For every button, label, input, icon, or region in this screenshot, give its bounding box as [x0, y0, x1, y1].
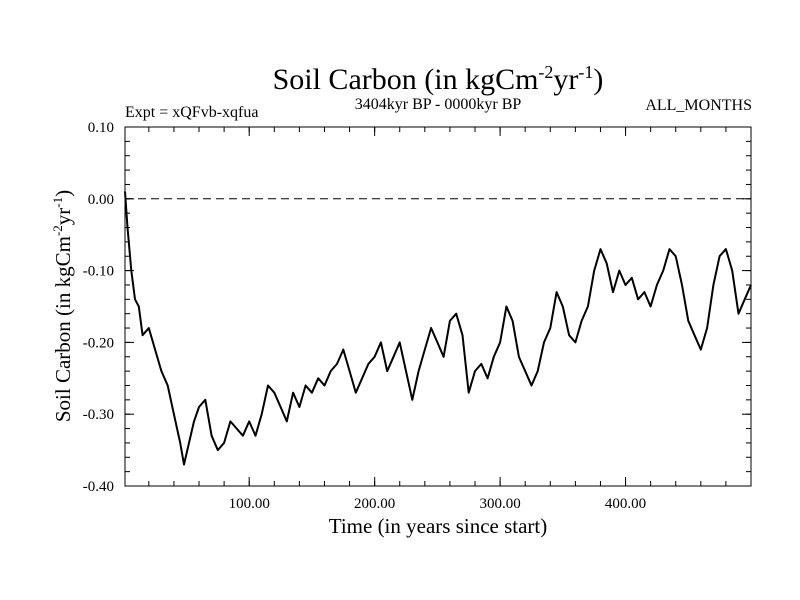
subtitle-months: ALL_MONTHS: [645, 97, 752, 114]
title-end: ): [593, 63, 603, 96]
subtitle-period: 3404kyr BP - 0000kyr BP: [355, 96, 522, 113]
x-axis-ticks: 100.00 200.00 300.00 400.00: [148, 127, 727, 512]
chart-title: Soil Carbon (in kgCm-2yr-1): [273, 62, 604, 96]
x-tick-label: 300.00: [479, 496, 520, 512]
title-sup2: -1: [578, 62, 593, 82]
y-tick-label: -0.20: [83, 335, 114, 351]
x-tick-label: 100.00: [229, 496, 270, 512]
subtitle-experiment: Expt = xQFvb-xqfua: [125, 104, 258, 121]
x-axis-label: Time (in years since start): [329, 514, 548, 538]
title-main: Soil Carbon (in kgCm: [273, 63, 539, 96]
x-tick-label: 400.00: [605, 496, 646, 512]
y-tick-label: -0.30: [83, 407, 114, 423]
y-axis-ticks: 0.10 0.00 -0.10 -0.20 -0.30 -0.40: [83, 120, 751, 495]
y-axis-label: Soil Carbon (in kgCm-2yr-1): [50, 190, 75, 422]
ylabel-sup1: -2: [50, 225, 65, 236]
plot-frame: [124, 126, 752, 487]
title-mid: yr: [553, 63, 578, 96]
x-tick-label: 200.00: [354, 496, 395, 512]
y-tick-label: -0.10: [83, 264, 114, 280]
series-line-soil-carbon: [124, 191, 752, 466]
y-tick-label: 0.10: [88, 120, 114, 136]
y-tick-label: 0.00: [88, 192, 114, 208]
ylabel-sup2: -1: [50, 197, 65, 208]
y-tick-label: -0.40: [83, 479, 114, 495]
ylabel-main: Soil Carbon (in kgCm: [51, 236, 75, 422]
ylabel-mid: yr: [51, 208, 75, 226]
title-sup1: -2: [538, 62, 553, 82]
ylabel-end: ): [51, 190, 75, 197]
